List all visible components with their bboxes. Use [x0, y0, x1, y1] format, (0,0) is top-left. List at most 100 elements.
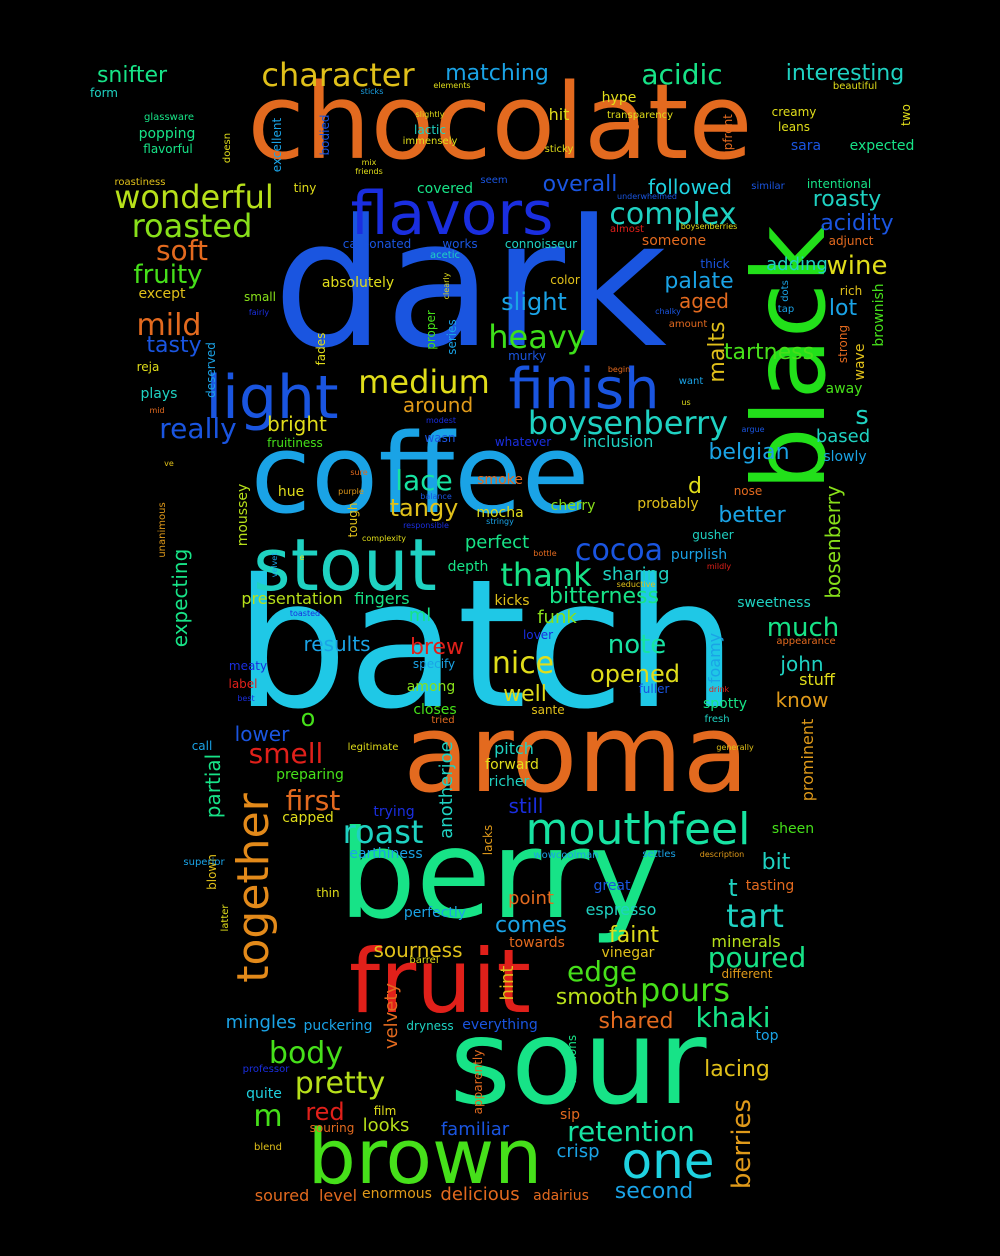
- word-inclusion: inclusion: [582, 432, 654, 451]
- word-soft: soft: [155, 234, 209, 267]
- word-overtop: overtop: [608, 122, 640, 131]
- word-bright: bright: [267, 412, 327, 436]
- word-sweetness: sweetness: [737, 595, 811, 611]
- word-drink: drink: [708, 685, 730, 694]
- word-murky: murky: [508, 349, 546, 363]
- word-hue: hue: [277, 484, 305, 500]
- word-small: small: [244, 290, 276, 304]
- word-depth: depth: [447, 559, 489, 575]
- word-smooth: smooth: [555, 985, 639, 1010]
- word-roasty: roasty: [812, 187, 882, 212]
- word-wowcoolman: wowcoolman: [533, 850, 599, 861]
- word-acetic: acetic: [430, 250, 460, 261]
- word-fingers: fingers: [354, 589, 410, 608]
- word-john: john: [780, 652, 824, 676]
- word-hype: hype: [601, 90, 637, 106]
- word-quite: quite: [246, 1086, 282, 1102]
- word-balance: balance: [420, 492, 452, 501]
- word-overall: overall: [542, 172, 618, 197]
- word-sara: sara: [790, 138, 822, 154]
- word-tasty: tasty: [146, 333, 202, 358]
- word-ml: ml: [408, 605, 432, 626]
- word-matching: matching: [445, 61, 549, 86]
- word-sticky: sticky: [544, 144, 574, 155]
- word-settles: settles: [642, 849, 676, 860]
- word-berry: berry: [338, 804, 662, 946]
- word-tap: tap: [777, 304, 795, 315]
- word-gusher: gusher: [692, 528, 734, 542]
- word-cherry: cherry: [550, 498, 596, 514]
- word-tried: tried: [431, 715, 455, 726]
- word-o: o: [300, 704, 316, 732]
- word-fades: fades: [314, 332, 328, 366]
- word-crisp: crisp: [556, 1141, 600, 1162]
- word-flavors: flavors: [350, 179, 554, 249]
- word-tangy: tangy: [389, 494, 459, 522]
- word-form: form: [90, 86, 118, 100]
- word-medium: medium: [358, 363, 490, 401]
- word-snifter: snifter: [96, 63, 168, 88]
- word-upfront: upfront: [721, 114, 735, 158]
- word-nose: nose: [733, 484, 763, 498]
- word-expected: expected: [849, 138, 915, 154]
- word-one: one: [621, 1132, 715, 1190]
- word-earthiness: earthiness: [349, 846, 423, 862]
- word-connoisseur: connoisseur: [504, 237, 578, 251]
- word-probably: probably: [637, 496, 699, 512]
- word-stuff: stuff: [799, 670, 835, 689]
- word-aged: aged: [679, 289, 729, 313]
- word-expecting: expecting: [168, 548, 192, 648]
- word-sure: sure: [350, 468, 368, 477]
- word-trying: trying: [373, 804, 415, 820]
- word-cocoa: cocoa: [574, 533, 664, 568]
- word-coffee: coffee: [250, 410, 590, 538]
- word-fruit: fruit: [349, 930, 531, 1033]
- word-amount: amount: [668, 319, 708, 330]
- word-pretty: pretty: [294, 1066, 386, 1101]
- word-stringy: stringy: [486, 517, 514, 526]
- word-ve: ve: [164, 459, 174, 468]
- word-closes: closes: [413, 702, 457, 718]
- word-nice: nice: [491, 646, 555, 681]
- word-mix: mix: [361, 158, 377, 167]
- word-spotty: spotty: [702, 696, 748, 712]
- word-two: two: [899, 104, 913, 126]
- word-lower: lower: [234, 722, 290, 746]
- word-s: s: [855, 401, 869, 431]
- word-tiny: tiny: [293, 181, 317, 195]
- word-preparing: preparing: [276, 767, 344, 783]
- word-character: character: [261, 56, 415, 94]
- word-strong: strong: [836, 324, 850, 364]
- word-tart: tart: [726, 897, 784, 935]
- word-followed: followed: [648, 175, 732, 199]
- word-purplish: purplish: [670, 547, 728, 563]
- word-want: want: [678, 376, 704, 387]
- word-dots: dots: [780, 280, 791, 302]
- word-roastiness: roastiness: [114, 177, 166, 188]
- word-covered: covered: [416, 181, 474, 197]
- word-excellent: excellent: [270, 117, 284, 173]
- word-foamy: foamy: [705, 632, 724, 684]
- word-barrel: barrel: [409, 955, 439, 966]
- word-faint: faint: [609, 923, 659, 948]
- word-light: light: [205, 363, 339, 433]
- word-better: better: [718, 503, 786, 528]
- word-underwhelmed: underwhelmed: [617, 192, 677, 201]
- word-mouthfeel: mouthfeel: [525, 804, 751, 855]
- word-soured: soured: [254, 1186, 310, 1205]
- word-chalky: chalky: [655, 307, 681, 316]
- word-proper: proper: [424, 310, 438, 350]
- word-smoke: smoke: [477, 472, 523, 488]
- word-friends: friends: [355, 167, 383, 176]
- word-transparency: transparency: [607, 110, 673, 121]
- word-perfectly: perfectly: [403, 905, 467, 921]
- word-superior: superior: [183, 857, 225, 868]
- word-argue: argue: [741, 425, 765, 434]
- word-legitimate: legitimate: [347, 742, 399, 753]
- word-seem: seem: [480, 175, 508, 186]
- word-brownish: brownish: [871, 283, 887, 347]
- word-tartness: tartness: [723, 340, 815, 365]
- word-well: well: [503, 682, 547, 707]
- word-note: note: [607, 630, 667, 660]
- word-poured: poured: [707, 941, 807, 974]
